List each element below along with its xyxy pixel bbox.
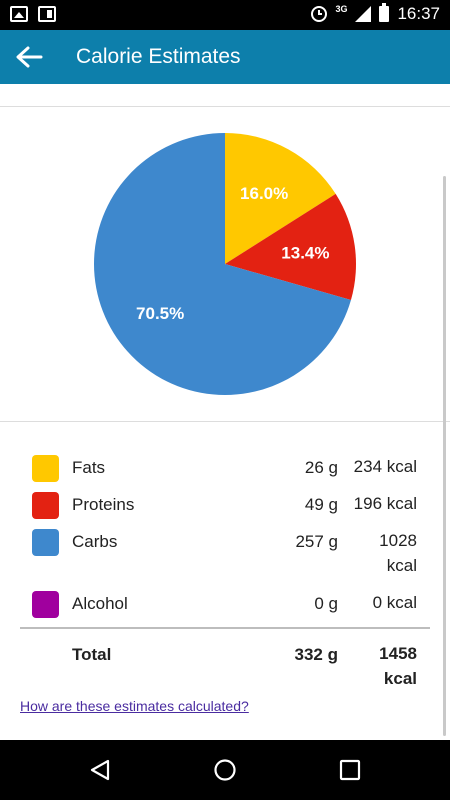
total-divider xyxy=(20,627,430,629)
nutrient-grams: 26 g xyxy=(304,458,338,477)
nutrient-kcal: 234 kcal xyxy=(353,457,417,476)
recents-square-icon[interactable] xyxy=(338,758,362,782)
help-link[interactable]: How are these estimates calculated? xyxy=(20,698,249,714)
pie-chart-svg: 16.0% 13.4% 70.5% xyxy=(94,133,356,396)
nutrient-grams: 257 g xyxy=(295,532,338,551)
nutrient-grams: 49 g xyxy=(304,495,338,514)
pie-slice-proteins xyxy=(225,193,356,300)
legend-row-fats: Fats 26 g 234 kcal xyxy=(20,452,430,489)
nutrient-grams: 0 g xyxy=(314,594,338,613)
arrow-left-icon xyxy=(16,46,43,68)
back-triangle-icon[interactable] xyxy=(88,758,112,782)
total-grams: 332 g xyxy=(294,645,338,664)
battery-icon xyxy=(379,3,390,22)
pie-slice-carbs xyxy=(94,133,351,396)
total-label: Total xyxy=(72,645,112,664)
nutrient-name: Alcohol xyxy=(72,594,128,613)
page-title: Calorie Estimates xyxy=(76,45,241,68)
alcohol-color-swatch xyxy=(32,591,59,618)
pie-slice-fats xyxy=(225,133,336,264)
app-bar: Calorie Estimates xyxy=(0,30,450,84)
nutrient-kcal: 0 kcal xyxy=(372,593,417,612)
nutrient-kcal: 1028 kcal xyxy=(339,528,417,578)
nutrient-name: Proteins xyxy=(72,495,135,514)
pie-label-fats: 16.0% xyxy=(240,184,288,203)
divider-top xyxy=(0,106,450,107)
pie-chart: 16.0% 13.4% 70.5% xyxy=(0,106,450,421)
legend-row-carbs: Carbs 257 g 1028 kcal xyxy=(20,526,430,588)
clock: 16:37 xyxy=(397,4,440,23)
gallery-icon xyxy=(10,6,28,22)
status-bar: 3G 16:37 xyxy=(0,0,450,30)
kcal-value: 1028 xyxy=(379,531,417,550)
home-circle-icon[interactable] xyxy=(213,758,237,782)
flipboard-icon xyxy=(38,6,56,22)
nutrient-legend: Fats 26 g 234 kcal Proteins 49 g 196 kca… xyxy=(20,452,430,701)
legend-row-alcohol: Alcohol 0 g 0 kcal xyxy=(20,588,430,625)
pie-label-proteins: 13.4% xyxy=(281,243,329,262)
kcal-value: 1458 xyxy=(379,644,417,663)
pie-label-carbs: 70.5% xyxy=(136,304,184,323)
network-type: 3G xyxy=(335,4,348,14)
fats-color-swatch xyxy=(32,455,59,482)
kcal-unit: kcal xyxy=(383,669,417,688)
kcal-unit: kcal xyxy=(386,556,417,575)
navigation-bar xyxy=(0,740,450,800)
proteins-color-swatch xyxy=(32,492,59,519)
alarm-icon xyxy=(311,6,328,22)
legend-row-total: Total 332 g 1458 kcal xyxy=(20,639,430,701)
back-button[interactable] xyxy=(0,30,58,84)
scrollbar[interactable] xyxy=(443,176,446,736)
nutrient-name: Fats xyxy=(72,458,106,477)
signal-icon xyxy=(355,6,372,22)
total-kcal: 1458 kcal xyxy=(339,641,417,691)
carbs-color-swatch xyxy=(32,529,59,556)
legend-row-proteins: Proteins 49 g 196 kcal xyxy=(20,489,430,526)
nutrient-name: Carbs xyxy=(72,532,118,551)
nutrient-kcal: 196 kcal xyxy=(353,494,417,513)
divider-middle xyxy=(0,421,450,422)
